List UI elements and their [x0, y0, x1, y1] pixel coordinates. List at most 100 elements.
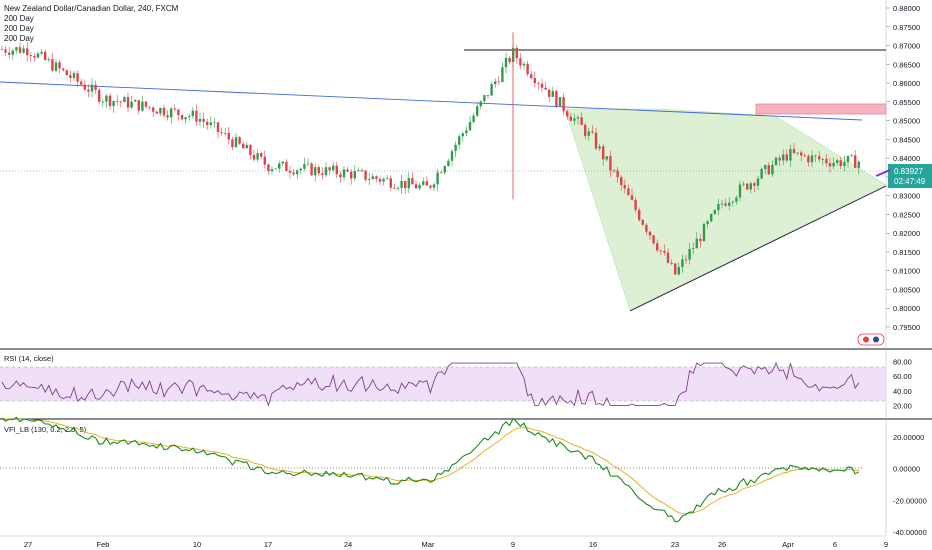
candle-body — [803, 155, 806, 157]
candle-body — [314, 167, 317, 176]
candle-body — [324, 167, 328, 176]
price-tick-label: 0.82500 — [893, 210, 920, 219]
candle-body — [130, 101, 133, 108]
candle-body — [767, 165, 770, 175]
candle-body — [774, 157, 778, 165]
candle-body — [702, 224, 706, 242]
candle-body — [688, 249, 691, 260]
candle-body — [159, 107, 162, 114]
candle-body — [209, 122, 212, 125]
candle-body — [371, 176, 374, 180]
time-tick-label: 10 — [193, 540, 201, 549]
candle-body — [818, 156, 821, 160]
candle-body — [598, 146, 601, 149]
candle-body — [173, 108, 176, 110]
candle-body — [620, 177, 623, 186]
candle-body — [234, 137, 238, 148]
candle-body — [630, 195, 634, 200]
candles-group — [0, 32, 860, 276]
candle-body — [562, 97, 565, 112]
candle-body — [281, 161, 284, 164]
rsi-line — [1, 362, 860, 407]
candle-body — [231, 139, 234, 148]
candle-body — [731, 201, 734, 203]
candle-body — [299, 168, 302, 171]
candle-body — [310, 163, 313, 176]
candle-body — [137, 100, 140, 111]
candle-body — [728, 202, 731, 206]
candle-body — [854, 155, 857, 168]
price-axis[interactable]: 0.88000 0.87500 0.87000 0.86500 0.86000 0.855… — [886, 4, 920, 332]
candle-body — [353, 171, 356, 179]
candle-body — [461, 133, 464, 137]
candle-body — [58, 62, 61, 69]
price-tick-label: 0.87500 — [893, 23, 920, 32]
candle-body — [825, 159, 828, 164]
candle-body — [170, 108, 173, 118]
price-tick-label: 0.80500 — [893, 285, 920, 294]
candle-body — [706, 221, 709, 225]
candle-body — [843, 162, 846, 167]
candle-body — [566, 111, 569, 117]
candle-body — [476, 106, 479, 116]
candle-body — [576, 117, 580, 119]
candle-body — [396, 187, 400, 189]
candle-body — [645, 224, 648, 232]
candle-body — [119, 101, 122, 103]
time-tick-label: 27 — [24, 540, 32, 549]
candle-body — [101, 101, 104, 103]
candle-body — [764, 165, 767, 169]
candle-body — [756, 178, 760, 186]
price-tick-label: 0.84000 — [893, 154, 920, 163]
candle-body — [454, 144, 457, 152]
candle-body — [76, 73, 79, 82]
rsi-tick-label: 40.00 — [893, 387, 912, 396]
candle-body — [717, 204, 720, 211]
candle-body — [166, 115, 169, 118]
candle-body — [450, 151, 454, 161]
time-tick-label: 23 — [671, 540, 679, 549]
candle-body — [785, 154, 788, 161]
price-tick-label: 0.87000 — [893, 42, 920, 51]
time-axis[interactable]: 27 Feb 10 17 24 Mar 9 16 23 26 Apr 6 9 — [24, 540, 888, 549]
candle-body — [303, 163, 306, 169]
candle-body — [148, 106, 151, 108]
candle-body — [479, 101, 482, 107]
candle-body — [555, 91, 558, 107]
candle-body — [180, 114, 184, 120]
candle-body — [810, 155, 814, 163]
candle-body — [332, 165, 335, 171]
candle-body — [285, 161, 288, 171]
last-price-badge — [888, 164, 932, 188]
price-tick-label: 0.82000 — [893, 229, 920, 238]
candle-body — [429, 185, 432, 188]
candle-body — [609, 156, 612, 171]
candle-body — [108, 95, 112, 106]
candle-body — [260, 153, 263, 157]
candle-body — [846, 155, 850, 163]
candle-body — [666, 252, 670, 263]
candle-body — [123, 97, 126, 103]
candle-body — [839, 160, 842, 167]
flag-icon[interactable] — [857, 333, 885, 346]
candle-body — [738, 184, 742, 198]
candle-body — [126, 97, 130, 108]
candle-body — [213, 122, 216, 124]
candle-body — [821, 159, 824, 160]
price-tick-label: 0.81000 — [893, 267, 920, 276]
candle-body — [832, 162, 835, 167]
candle-body — [753, 183, 756, 186]
candle-body — [256, 153, 259, 160]
candle-body — [591, 131, 594, 133]
candle-body — [587, 131, 590, 136]
candle-body — [141, 101, 144, 111]
candle-body — [699, 238, 702, 242]
candle-body — [623, 185, 626, 189]
candle-body — [796, 152, 799, 154]
candle-body — [440, 172, 443, 174]
candle-body — [184, 117, 187, 120]
candle-body — [497, 81, 500, 83]
candle-body — [814, 155, 817, 157]
candle-body — [857, 161, 860, 168]
